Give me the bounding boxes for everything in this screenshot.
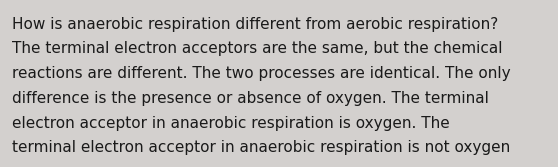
Text: reactions are different. The two processes are identical. The only: reactions are different. The two process… — [12, 66, 511, 81]
Text: How is anaerobic respiration different from aerobic respiration?: How is anaerobic respiration different f… — [12, 17, 498, 32]
Text: The terminal electron acceptors are the same, but the chemical: The terminal electron acceptors are the … — [12, 41, 503, 56]
Text: terminal electron acceptor in anaerobic respiration is not oxygen: terminal electron acceptor in anaerobic … — [12, 140, 511, 155]
Text: electron acceptor in anaerobic respiration is oxygen. The: electron acceptor in anaerobic respirati… — [12, 116, 450, 131]
Text: difference is the presence or absence of oxygen. The terminal: difference is the presence or absence of… — [12, 91, 489, 106]
